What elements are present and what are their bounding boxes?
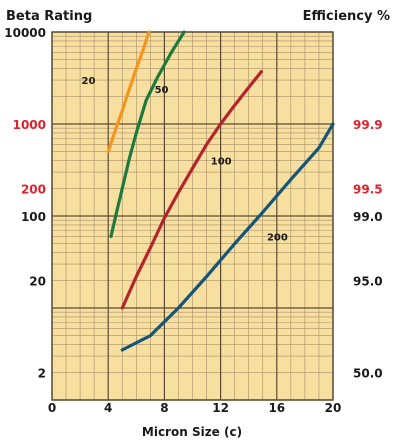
series-line-100 xyxy=(120,70,263,310)
left-tick-label: 1000 xyxy=(13,118,46,132)
series-label-50: 50 xyxy=(155,85,169,96)
left-axis-title: Beta Rating xyxy=(6,9,92,24)
left-tick-label: 20 xyxy=(29,274,46,288)
right-tick-label: 99.9 xyxy=(353,118,383,132)
x-tick-label: 12 xyxy=(212,401,229,415)
major-grid xyxy=(51,31,334,401)
left-axis-ticks: 10000 1000 200 100 20 2 xyxy=(4,26,46,380)
minor-grid xyxy=(52,32,333,400)
series-line-200 xyxy=(120,122,335,352)
series-labels: 20 50 100 200 xyxy=(82,76,288,243)
series-label-20: 20 xyxy=(82,76,96,87)
x-tick-label: 0 xyxy=(48,401,56,415)
left-tick-label: 200 xyxy=(21,182,46,196)
x-tick-label: 4 xyxy=(104,401,112,415)
x-tick-label: 8 xyxy=(160,401,168,415)
left-tick-label: 2 xyxy=(38,366,46,380)
right-tick-label: 50.0 xyxy=(353,366,383,380)
plot-border xyxy=(51,31,334,401)
series-line-20 xyxy=(106,30,151,154)
series-line-50 xyxy=(109,30,186,238)
right-axis-ticks: 99.9 99.5 99.0 95.0 50.0 xyxy=(353,118,383,380)
right-axis-title: Efficiency % xyxy=(303,9,390,24)
series-label-200: 200 xyxy=(267,232,288,243)
left-tick-label: 10000 xyxy=(4,26,46,40)
x-tick-label: 20 xyxy=(325,401,342,415)
right-tick-label: 95.0 xyxy=(353,274,383,288)
right-tick-label: 99.0 xyxy=(353,210,383,224)
x-tick-label: 16 xyxy=(268,401,285,415)
series-lines xyxy=(106,30,335,352)
x-axis-ticks: 0 4 8 12 16 20 xyxy=(48,401,342,415)
left-tick-label: 100 xyxy=(21,210,46,224)
series-label-100: 100 xyxy=(211,157,232,168)
right-tick-label: 99.5 xyxy=(353,182,383,196)
x-axis-title: Micron Size (c) xyxy=(142,425,242,439)
